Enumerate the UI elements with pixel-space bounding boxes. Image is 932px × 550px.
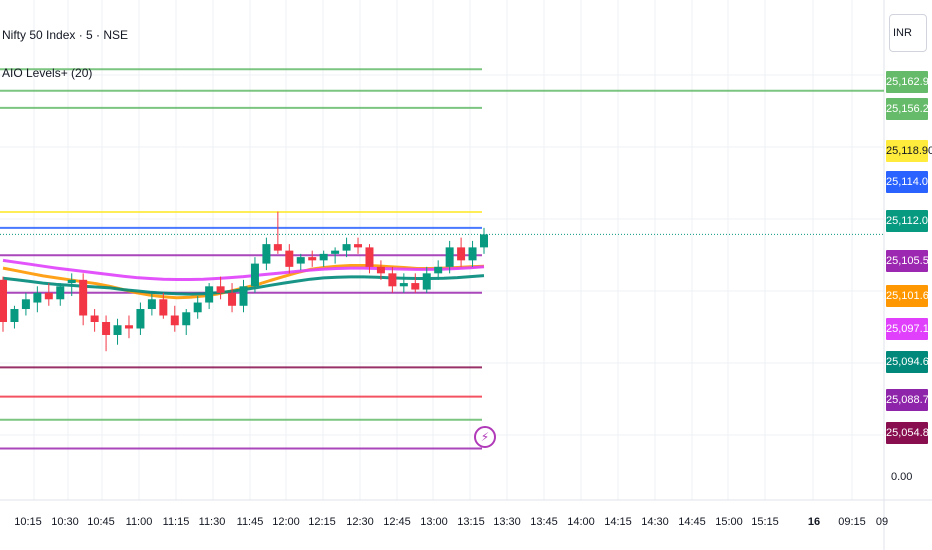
candle-body xyxy=(182,312,191,326)
candle-body xyxy=(124,325,133,329)
candle-body xyxy=(170,315,179,326)
price-badge[interactable]: 25,054.88 xyxy=(886,422,932,444)
candle-body xyxy=(308,257,317,261)
currency-button[interactable]: INR xyxy=(889,14,927,52)
price-badge[interactable]: 25,156.28 xyxy=(886,98,932,120)
candle-body xyxy=(33,292,42,303)
time-label: 11:00 xyxy=(125,516,153,528)
ma-line-2 xyxy=(2,258,485,281)
candle-body xyxy=(399,283,408,287)
candle-body xyxy=(411,283,420,290)
time-label: 15:00 xyxy=(715,516,743,528)
candle-body xyxy=(365,247,374,267)
indicator-label[interactable]: AIO Levels+ (20) xyxy=(2,66,93,80)
candle-body xyxy=(342,244,351,251)
candle-body xyxy=(193,302,202,313)
candle-body xyxy=(159,299,168,316)
time-label: 09 xyxy=(875,516,889,528)
candle-body xyxy=(445,247,454,267)
candle-body xyxy=(319,253,328,261)
chart-title[interactable]: Nifty 50 Index · 5 · NSE xyxy=(2,28,129,42)
price-badge[interactable]: 25,114.00 xyxy=(886,171,932,193)
time-label: 12:30 xyxy=(346,516,374,528)
time-label: 15:15 xyxy=(751,516,779,528)
axis-zero-label: 0.00 xyxy=(891,471,913,483)
candle-body xyxy=(44,292,53,300)
candle-body xyxy=(285,250,294,267)
candle-body xyxy=(262,244,271,264)
time-label: 13:30 xyxy=(493,516,521,528)
candle-body xyxy=(239,286,248,306)
price-badge[interactable]: 25,112.00 xyxy=(886,210,932,232)
time-label: 13:00 xyxy=(420,516,448,528)
time-label: 11:15 xyxy=(162,516,190,528)
candle-body xyxy=(422,273,431,290)
time-label: 13:15 xyxy=(457,516,485,528)
time-label: 14:15 xyxy=(604,516,632,528)
time-label: 14:30 xyxy=(641,516,669,528)
candle-body xyxy=(136,309,145,329)
price-badge[interactable]: 25,105.58 xyxy=(886,250,932,272)
candle-body xyxy=(102,322,111,335)
candle-body xyxy=(216,286,225,293)
candle-body xyxy=(434,266,443,274)
candle-body xyxy=(0,279,7,322)
price-badge[interactable]: 25,118.90 xyxy=(886,140,932,162)
time-label: 14:00 xyxy=(567,516,595,528)
lightning-icon[interactable]: ⚡ xyxy=(474,426,496,448)
time-label: 11:45 xyxy=(236,516,264,528)
candle-body xyxy=(113,325,122,335)
candle-body xyxy=(457,247,466,261)
candle-body xyxy=(147,299,156,310)
candle-body xyxy=(79,279,88,316)
time-label: 12:15 xyxy=(308,516,336,528)
price-badge[interactable]: 25,101.65 xyxy=(886,285,932,307)
price-badge[interactable]: 25,097.17 xyxy=(886,318,932,340)
time-label: 11:30 xyxy=(198,516,226,528)
time-label: 16 xyxy=(807,516,821,528)
time-label: 12:00 xyxy=(272,516,300,528)
candle-body xyxy=(354,244,363,248)
candle-body xyxy=(67,279,76,284)
price-badge[interactable]: 25,162.90 xyxy=(886,71,932,93)
candle-body xyxy=(296,257,305,264)
time-label: 10:15 xyxy=(14,516,42,528)
candle-body xyxy=(468,247,477,261)
time-label: 14:45 xyxy=(678,516,706,528)
candle-body xyxy=(56,286,65,300)
time-label: 13:45 xyxy=(530,516,558,528)
candle-body xyxy=(205,286,214,303)
price-badge[interactable]: 25,088.75 xyxy=(886,389,932,411)
price-badge[interactable]: 25,094.61 xyxy=(886,351,932,373)
candle-body xyxy=(90,315,99,322)
candle-body xyxy=(480,234,488,248)
time-label: 10:45 xyxy=(87,516,115,528)
candle-body xyxy=(21,299,30,310)
candle-body xyxy=(331,250,340,254)
candle-body xyxy=(228,292,237,306)
candle-body xyxy=(273,244,282,251)
time-label: 10:30 xyxy=(51,516,79,528)
candle-body xyxy=(376,266,385,274)
candle-body xyxy=(10,309,19,322)
candle-body xyxy=(388,273,397,287)
time-label: 12:45 xyxy=(383,516,411,528)
candle-body xyxy=(250,263,259,287)
time-label: 09:15 xyxy=(838,516,866,528)
